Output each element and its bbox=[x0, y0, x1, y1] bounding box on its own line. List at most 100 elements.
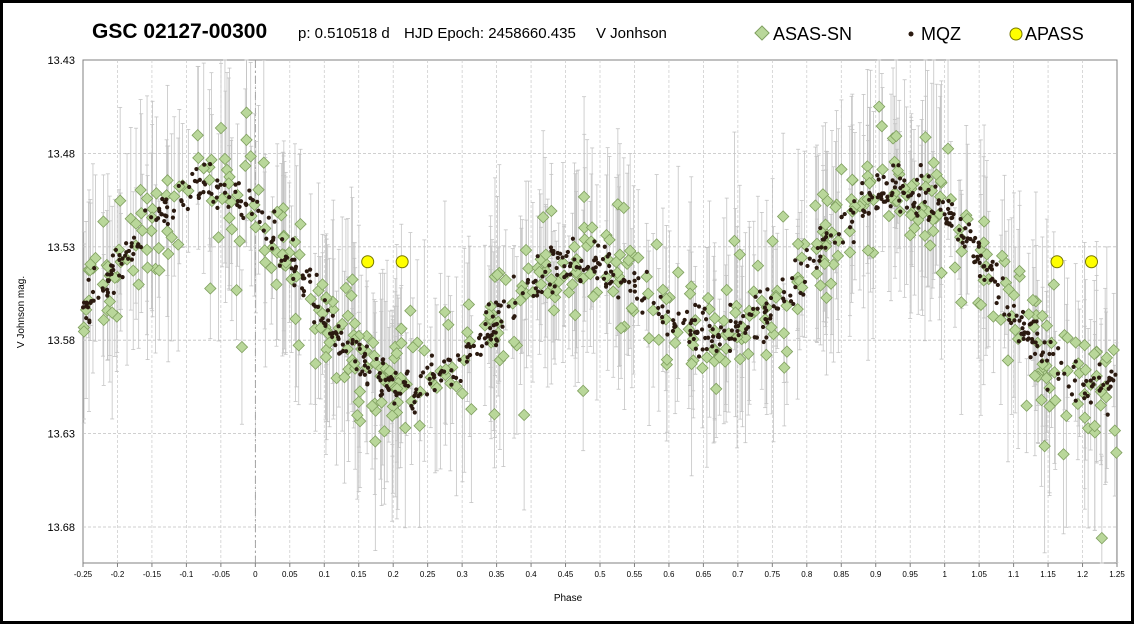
mqz-point bbox=[533, 286, 538, 291]
asas-sn-point bbox=[390, 347, 404, 360]
asas-sn-point bbox=[136, 224, 149, 237]
asas-sn-point bbox=[861, 160, 874, 173]
mqz-point bbox=[1000, 276, 1005, 281]
asas-sn-point bbox=[230, 283, 243, 297]
mqz-point bbox=[555, 255, 561, 260]
asas-sn-point bbox=[1095, 531, 1109, 545]
mqz-point bbox=[464, 359, 470, 364]
legend-label-apass: APASS bbox=[1025, 24, 1084, 44]
mqz-point bbox=[214, 195, 219, 200]
asas-sn-point bbox=[728, 234, 741, 248]
mqz-point bbox=[457, 357, 462, 362]
mqz-point bbox=[307, 273, 312, 278]
asas-sn-point bbox=[165, 231, 178, 244]
mqz-point bbox=[1039, 359, 1044, 364]
mqz-point bbox=[241, 215, 246, 221]
mqz-point bbox=[973, 235, 978, 241]
mqz-point bbox=[951, 212, 956, 217]
asas-sn-point bbox=[791, 237, 805, 251]
mqz-point bbox=[155, 216, 161, 221]
mqz-point bbox=[380, 357, 386, 362]
asas-sn-point bbox=[835, 163, 848, 176]
mqz-point bbox=[1039, 352, 1044, 358]
chart-title: GSC 02127-00300 bbox=[92, 20, 267, 43]
asas-sn-point bbox=[294, 217, 307, 231]
legend-label-mqz: MQZ bbox=[921, 24, 961, 44]
asas-sn-point bbox=[488, 408, 501, 421]
mqz-point bbox=[644, 269, 649, 275]
asas-sn-point bbox=[270, 205, 284, 219]
x-tick-label: 0.7 bbox=[732, 570, 744, 579]
asas-sn-point bbox=[1088, 419, 1101, 433]
mqz-point bbox=[1113, 372, 1118, 377]
mqz-point bbox=[464, 344, 469, 349]
mqz-point bbox=[959, 233, 964, 239]
mqz-point bbox=[981, 264, 986, 269]
mqz-point bbox=[499, 319, 504, 324]
mqz-point bbox=[1019, 331, 1024, 336]
mqz-point bbox=[424, 392, 430, 397]
mqz-point bbox=[547, 263, 552, 268]
mqz-point bbox=[458, 378, 463, 384]
mqz-point bbox=[815, 245, 820, 251]
mqz-point bbox=[1073, 398, 1078, 403]
asas-sn-point bbox=[450, 380, 463, 393]
mqz-point bbox=[110, 253, 115, 258]
mqz-point bbox=[109, 271, 114, 277]
asas-sn-point bbox=[776, 210, 790, 223]
asas-sn-point bbox=[747, 285, 760, 298]
mqz-point bbox=[420, 370, 426, 375]
mqz-point bbox=[124, 250, 129, 255]
mqz-point bbox=[248, 196, 253, 201]
mqz-point bbox=[947, 210, 952, 216]
asas-sn-point bbox=[351, 409, 364, 422]
mqz-point bbox=[379, 392, 385, 397]
mqz-point bbox=[428, 381, 433, 386]
mqz-point bbox=[727, 348, 733, 353]
mqz-point bbox=[551, 248, 556, 254]
mqz-point bbox=[562, 264, 567, 269]
mqz-point bbox=[196, 195, 201, 201]
mqz-point bbox=[684, 309, 690, 314]
mqz-point bbox=[1111, 378, 1116, 383]
mqz-point bbox=[1105, 412, 1110, 417]
y-axis-label: V Johnson mag. bbox=[16, 276, 27, 348]
mqz-point bbox=[486, 302, 491, 307]
mqz-point bbox=[1091, 376, 1096, 381]
mqz-point bbox=[702, 306, 707, 311]
mqz-point bbox=[608, 269, 614, 274]
mqz-point bbox=[353, 359, 358, 364]
asas-sn-point bbox=[829, 200, 842, 214]
mqz-point bbox=[256, 208, 261, 213]
asas-sn-point bbox=[683, 287, 697, 300]
mqz-point bbox=[852, 199, 857, 204]
mqz-point bbox=[564, 272, 570, 277]
mqz-point bbox=[607, 281, 613, 286]
y-tick-label: 13.63 bbox=[47, 429, 75, 441]
mqz-point bbox=[442, 359, 447, 364]
mqz-point bbox=[658, 294, 663, 299]
mqz-point bbox=[345, 340, 350, 345]
mqz-point bbox=[314, 272, 319, 277]
asas-sn-point bbox=[1078, 411, 1092, 424]
mqz-point bbox=[236, 181, 241, 186]
asas-sn-point bbox=[152, 241, 165, 255]
asas-sn-point bbox=[818, 257, 831, 271]
mqz-point bbox=[354, 367, 359, 372]
mqz-point bbox=[949, 215, 954, 221]
mqz-point bbox=[1020, 309, 1026, 315]
asas-sn-point bbox=[339, 281, 353, 295]
mqz-point bbox=[392, 401, 397, 406]
asas-sn-point bbox=[765, 321, 778, 334]
mqz-point bbox=[488, 326, 493, 331]
mqz-point bbox=[1016, 339, 1021, 344]
mqz-point bbox=[320, 316, 325, 321]
mqz-point bbox=[691, 336, 696, 342]
asas-sn-point bbox=[777, 327, 791, 340]
mqz-point bbox=[120, 275, 125, 280]
mqz-point bbox=[955, 237, 961, 242]
asas-sn-point bbox=[1035, 393, 1048, 407]
asas-sn-point bbox=[233, 234, 246, 248]
mqz-point bbox=[405, 383, 411, 389]
mqz-point bbox=[1044, 358, 1050, 363]
